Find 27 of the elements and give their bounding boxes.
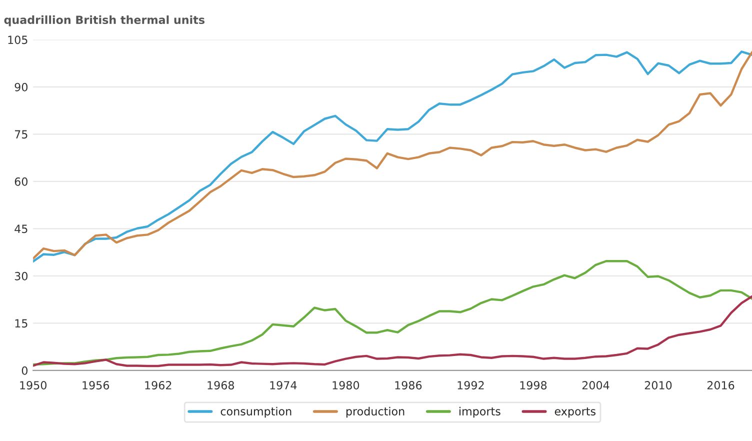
legend-label: production (346, 406, 404, 418)
x-tick-label: 2004 (582, 381, 610, 390)
y-tick-label: 0 (22, 366, 28, 375)
y-tick-label: 45 (14, 224, 28, 234)
line-series (33, 260, 752, 366)
y-tick-label: 15 (15, 319, 28, 328)
y-tick-label: 60 (14, 177, 28, 186)
x-tick-label: 1950 (20, 381, 46, 390)
legend-label: consumption (220, 406, 292, 418)
x-tick-label: 1998 (520, 381, 547, 390)
y-tick-label: 30 (14, 272, 28, 280)
x-tick-label: 1974 (270, 381, 297, 390)
x-tick-label: 1986 (395, 381, 422, 390)
legend-label: imports (459, 406, 500, 418)
legend-label: exports (554, 408, 596, 418)
x-tick-label: 1992 (458, 381, 484, 390)
y-tick-label: 75 (15, 130, 28, 139)
x-tick-label: 2016 (707, 381, 734, 390)
x-tick-label: 1956 (82, 381, 110, 390)
y-tick-label: 90 (14, 82, 28, 92)
x-tick-label: 2010 (644, 381, 672, 390)
x-tick-label: 1962 (145, 381, 172, 390)
y-tick-label: 105 (8, 36, 28, 44)
line-series (33, 295, 752, 368)
x-tick-label: 1968 (208, 381, 234, 390)
chart-title: quadrillion British thermal units (4, 15, 204, 26)
x-tick-label: 1980 (332, 381, 360, 390)
